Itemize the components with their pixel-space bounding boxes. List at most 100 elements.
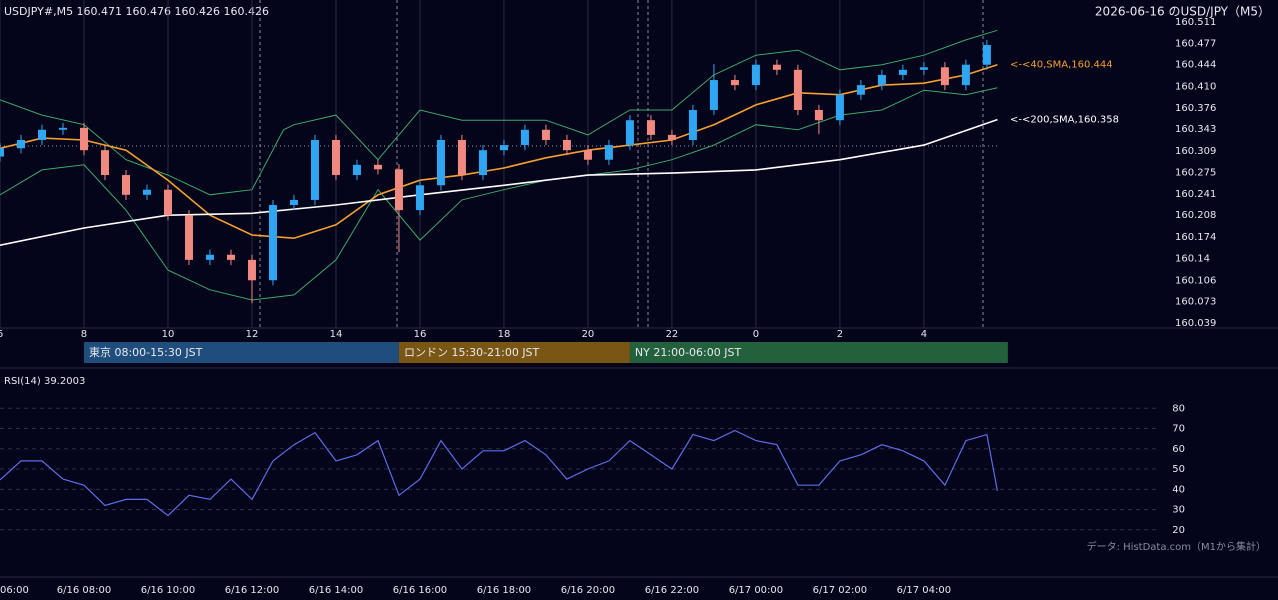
- x-tick-label: 6/17 04:00: [897, 585, 951, 596]
- y-tick-label: 70: [1172, 424, 1185, 435]
- y-tick-label: 160.073: [1175, 296, 1216, 307]
- candle-body: [961, 64, 970, 86]
- candle-body: [0, 148, 4, 157]
- candle-body: [79, 127, 88, 151]
- session-bar: [629, 342, 1008, 363]
- overlay-line: [0, 29, 998, 196]
- candle-body: [877, 74, 886, 86]
- source-note: データ: HistData.com（M1から集計）: [1087, 540, 1266, 553]
- y-tick-label: 160.106: [1175, 275, 1216, 286]
- candle-body: [331, 139, 340, 176]
- candle-body: [121, 175, 130, 195]
- y-tick-label: 160.444: [1175, 60, 1216, 71]
- rsi-title: RSI(14) 39.2003: [4, 376, 85, 387]
- x-tick-label: 18: [498, 329, 511, 340]
- y-tick-label: 30: [1172, 505, 1185, 516]
- y-tick-label: 160.241: [1175, 189, 1216, 200]
- session-label: 東京 08:00-15:30 JST: [89, 345, 203, 359]
- y-tick-label: 160.511: [1175, 17, 1216, 28]
- candle-body: [310, 139, 319, 200]
- y-tick-label: 160.275: [1175, 168, 1216, 179]
- session-bar: [83, 342, 399, 363]
- x-tick-label: 6/17 00:00: [729, 585, 783, 596]
- candle-body: [982, 44, 991, 65]
- y-tick-label: 160.174: [1175, 232, 1216, 243]
- symbol-ohlc: USDJPY#,M5 160.471 160.476 160.426 160.4…: [4, 5, 269, 18]
- candle-body: [37, 129, 46, 140]
- x-tick-label: 20: [582, 329, 595, 340]
- x-tick-label: 6/16 12:00: [225, 585, 279, 596]
- y-tick-label: 160.410: [1175, 81, 1216, 92]
- session-label: ロンドン 15:30-21:00 JST: [404, 346, 540, 359]
- candle-body: [268, 205, 277, 281]
- candle-body: [856, 85, 865, 95]
- candle-body: [562, 139, 571, 151]
- candle-body: [457, 139, 466, 176]
- candle-body: [772, 64, 781, 70]
- candle-body: [16, 139, 25, 149]
- x-tick-label: 22: [666, 329, 679, 340]
- candle-body: [541, 129, 550, 140]
- y-tick-label: 160.309: [1175, 146, 1216, 157]
- candle-body: [226, 254, 235, 260]
- candle-body: [247, 259, 256, 281]
- y-tick-label: 160.039: [1175, 318, 1216, 329]
- x-tick-label: 0: [753, 329, 759, 340]
- candle-body: [604, 145, 613, 160]
- x-tick-label: 6: [0, 329, 3, 340]
- x-tick-label: 4: [921, 329, 927, 340]
- x-tick-label: 6/16 20:00: [561, 585, 615, 596]
- x-tick-label: 6/16 18:00: [477, 585, 531, 596]
- y-tick-label: 160.208: [1175, 210, 1216, 221]
- candle-body: [184, 215, 193, 260]
- candle-body: [646, 120, 655, 135]
- candle-body: [625, 120, 634, 146]
- y-tick-label: 160.343: [1175, 124, 1216, 135]
- x-tick-label: 6/16 14:00: [309, 585, 363, 596]
- candle-body: [205, 254, 214, 260]
- x-tick-label: 16: [414, 329, 427, 340]
- chart-title: 2026-06-16 のUSD/JPY（M5）: [1095, 5, 1270, 19]
- x-tick-label: 6/16 08:00: [57, 585, 111, 596]
- x-tick-label: 8: [81, 329, 87, 340]
- candle-body: [667, 134, 676, 140]
- sma-annotation: <-<40,SMA,160.444: [1010, 60, 1113, 71]
- session-label: NY 21:00-06:00 JST: [635, 346, 742, 359]
- x-tick-label: 10: [162, 329, 175, 340]
- candle-body: [793, 69, 802, 111]
- candle-body: [688, 110, 697, 140]
- y-tick-label: 160.14: [1175, 254, 1210, 265]
- x-tick-label: 12: [246, 329, 259, 340]
- candle-body: [814, 110, 823, 121]
- y-tick-label: 20: [1172, 525, 1185, 536]
- candle-body: [898, 69, 907, 75]
- candle-body: [100, 150, 109, 176]
- rsi-line: [0, 429, 998, 517]
- y-tick-label: 60: [1172, 444, 1185, 455]
- candle-body: [415, 185, 424, 211]
- candle-body: [352, 164, 361, 176]
- candle-body: [373, 164, 382, 170]
- candle-body: [709, 80, 718, 111]
- x-tick-label: 6/16 10:00: [141, 585, 195, 596]
- candle-body: [142, 189, 151, 195]
- candle-body: [751, 64, 760, 86]
- candle-body: [940, 67, 949, 86]
- candle-body: [163, 189, 172, 216]
- candle-body: [478, 150, 487, 176]
- x-tick-label: 06:00: [0, 585, 29, 596]
- candle-body: [436, 139, 445, 186]
- candle-body: [289, 199, 298, 206]
- x-tick-label: 6/17 02:00: [813, 585, 867, 596]
- sma-annotation: <-<200,SMA,160.358: [1010, 115, 1119, 126]
- y-tick-label: 80: [1172, 403, 1185, 414]
- y-tick-label: 160.477: [1175, 39, 1216, 50]
- candle-body: [499, 145, 508, 151]
- x-tick-label: 6/16 22:00: [645, 585, 699, 596]
- candle-body: [58, 127, 67, 130]
- candle-body: [919, 67, 928, 70]
- y-tick-label: 160.376: [1175, 103, 1216, 114]
- candle-body: [835, 94, 844, 121]
